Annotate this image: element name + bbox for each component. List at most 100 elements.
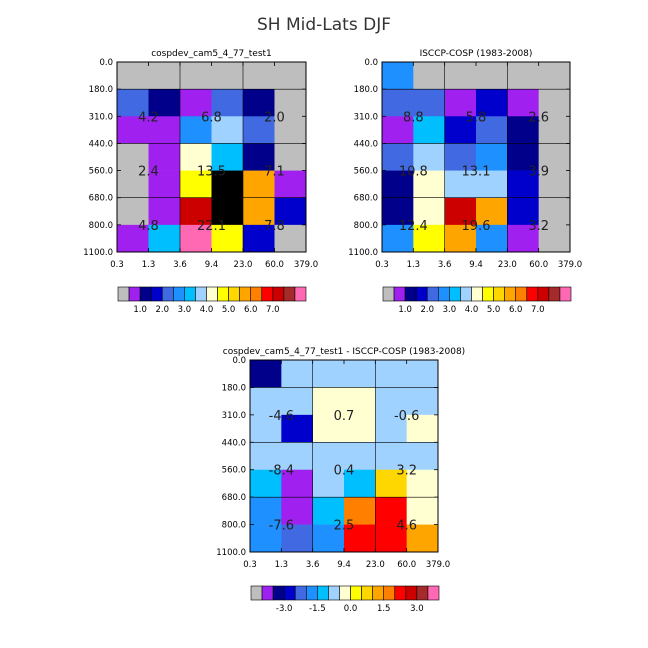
heatmap-cell: [312, 524, 345, 553]
heatmap-cell: [413, 170, 445, 199]
heatmap-cell: [117, 143, 149, 171]
colorbar-tick-label: 6.0: [509, 305, 523, 315]
x-tick-label: 1.3: [407, 260, 421, 270]
colorbar-swatch: [261, 286, 274, 302]
heatmap-panel-3: cospdev_cam5_4_77_test1 - ISCCP-COSP (19…: [216, 347, 465, 614]
heatmap-cell: [507, 170, 539, 199]
heatmap-cell: [312, 387, 345, 416]
heatmap-cell: [476, 224, 508, 253]
x-tick-label: 0.3: [110, 260, 124, 270]
colorbar-swatch: [339, 585, 351, 601]
colorbar-swatch: [493, 286, 505, 302]
data-label: 0.7: [334, 409, 355, 424]
heatmap-cell: [180, 116, 212, 144]
heatmap-cell: [413, 197, 445, 226]
heatmap-cell: [281, 387, 313, 416]
colorbar-tick-label: 1.0: [133, 305, 147, 315]
heatmap-cell: [281, 497, 313, 525]
heatmap-cell: [444, 143, 477, 171]
colorbar-swatch: [305, 585, 318, 601]
heatmap-cell: [243, 170, 275, 199]
data-label: 7.8: [264, 219, 285, 234]
heatmap-cell: [344, 387, 376, 416]
heatmap-cell: [382, 224, 414, 253]
colorbar-swatch: [515, 286, 528, 302]
colorbar-swatch: [283, 286, 296, 302]
heatmap-cell: [406, 360, 439, 388]
colorbar-swatch: [393, 286, 406, 302]
heatmap-cell: [375, 497, 407, 525]
heatmap-cell: [243, 89, 275, 117]
colorbar-swatch: [394, 585, 407, 601]
x-tick-label: 23.0: [234, 260, 253, 270]
heatmap-panel-2: ISCCP-COSP (1983-2008) 0.0 180.0 310.0 440.0…: [348, 49, 582, 315]
colorbar-swatch: [426, 286, 439, 302]
colorbar-swatch: [559, 286, 572, 302]
data-label: -8.4: [269, 464, 294, 479]
colorbar-swatch: [294, 286, 307, 302]
colorbar-tick-label: 5.0: [222, 305, 236, 315]
y-tick-label: 310.0: [354, 112, 378, 122]
data-label: 2.0: [264, 110, 285, 125]
colorbar-swatch: [283, 585, 296, 601]
heatmap-cell: [344, 442, 376, 471]
colorbar-tick-label: 1.5: [377, 604, 391, 614]
data-label: 2.4: [138, 165, 159, 180]
heatmap-cell: [382, 197, 414, 226]
heatmap-cell: [281, 442, 313, 471]
y-tick-label: 180.0: [354, 85, 378, 95]
colorbar-swatch: [184, 286, 196, 302]
heatmap-cell: [476, 89, 508, 117]
heatmap-cell: [243, 224, 275, 253]
y-tick-label: 680.0: [354, 194, 378, 204]
heatmap-cell: [211, 89, 244, 117]
data-label: 0.4: [334, 464, 355, 479]
heatmap-cell: [413, 116, 445, 144]
heatmap-cell: [476, 170, 508, 199]
data-label: -7.6: [269, 519, 294, 534]
colorbar-swatch: [482, 286, 494, 302]
heatmap-cell: [250, 469, 282, 498]
heatmap-cell: [274, 197, 307, 226]
y-tick-label: 440.0: [354, 139, 378, 149]
heatmap-cell: [382, 116, 414, 144]
heatmap-cell: [281, 469, 313, 498]
heatmap-cell: [444, 170, 477, 199]
heatmap-cell: [148, 197, 181, 226]
data-label: 4.8: [138, 219, 159, 234]
heatmap-cell: [375, 414, 407, 443]
heatmap-cell: [312, 442, 345, 471]
y-tick-label: 180.0: [222, 383, 246, 393]
heatmap-cell: [148, 170, 181, 199]
colorbar-tick-label: 5.0: [487, 305, 501, 315]
heatmap-cell: [444, 116, 477, 144]
heatmap-cell: [507, 62, 539, 90]
data-label: 3.2: [396, 464, 417, 479]
heatmap-cell: [211, 116, 244, 144]
heatmap-cell: [444, 197, 477, 226]
y-tick-label: 680.0: [89, 194, 113, 204]
colorbar-tick-label: 3.0: [178, 305, 192, 315]
heatmap-cell: [538, 197, 571, 226]
colorbar-tick-label: 6.0: [244, 305, 258, 315]
x-tick-label: 60.0: [265, 260, 284, 270]
heatmap-cell: [538, 89, 571, 117]
x-tick-label: 1.3: [275, 560, 289, 570]
colorbar-swatch: [350, 585, 362, 601]
y-tick-label: 1100.0: [216, 548, 246, 558]
colorbar-swatch: [261, 585, 274, 601]
heatmap-cell: [211, 170, 244, 199]
heatmap-cell: [382, 89, 414, 117]
x-tick-label: 379.0: [426, 560, 450, 570]
heatmap-cell: [507, 197, 539, 226]
colorbar-tick-label: 2.0: [155, 305, 169, 315]
colorbar-swatch: [250, 286, 263, 302]
heatmap-cell: [382, 62, 414, 90]
colorbar-tick-label: 2.0: [420, 305, 434, 315]
heatmap-cell: [211, 143, 244, 171]
colorbar-swatch: [372, 585, 385, 601]
heatmap-cell: [344, 469, 376, 498]
y-tick-label: 560.0: [354, 167, 378, 177]
colorbar-swatch: [317, 585, 329, 601]
